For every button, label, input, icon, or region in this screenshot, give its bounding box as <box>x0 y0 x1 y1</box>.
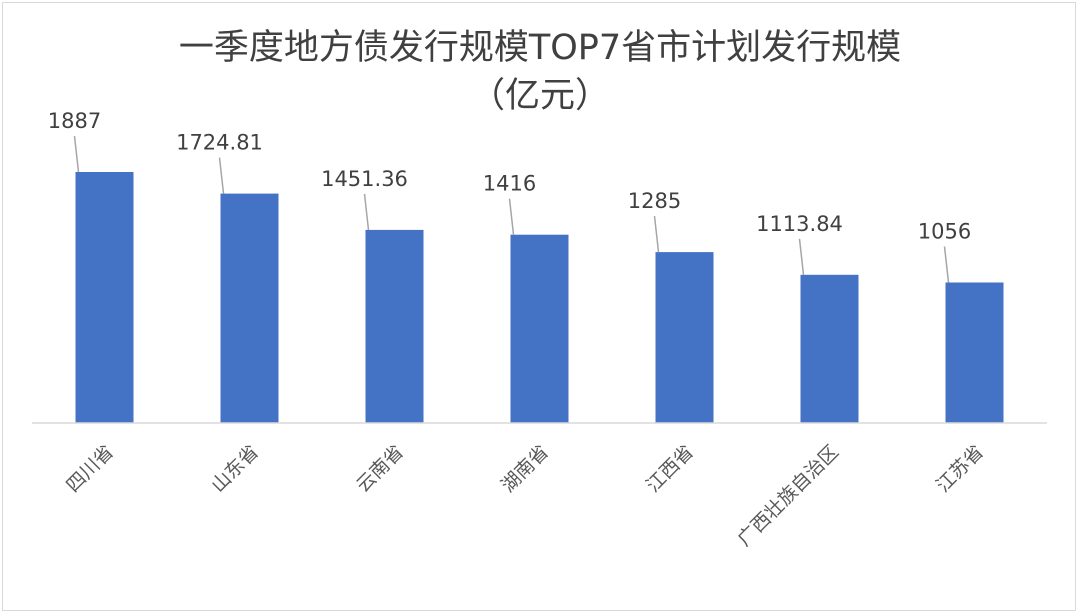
data-label-1: 1887 <box>48 109 101 133</box>
leader-line-5 <box>653 216 660 253</box>
bar-6 <box>800 274 859 423</box>
chart-title: 一季度地方债发行规模TOP7省市计划发行规模 <box>178 28 902 68</box>
bar-1 <box>75 172 134 423</box>
x-tick-labels-layer: 四川省 山东省 云南省 湖南省 江西省 广西壮族自治区 江苏省 <box>62 441 988 551</box>
x-tick-label-5: 江西省 <box>642 441 698 497</box>
leader-line-4 <box>508 198 515 235</box>
data-label-7: 1056 <box>918 220 971 244</box>
bars-layer <box>75 172 1004 423</box>
leader-line-7 <box>943 246 950 283</box>
leader-line-2 <box>218 157 225 194</box>
x-tick-label-4: 湖南省 <box>497 441 553 497</box>
x-tick-label-7: 江苏省 <box>932 441 988 497</box>
bar-7 <box>945 282 1004 423</box>
leader-line-6 <box>798 238 805 275</box>
leader-line-1 <box>73 135 80 173</box>
data-label-6: 1113.84 <box>756 212 843 236</box>
bar-3 <box>365 229 424 423</box>
chart-title-unit: （亿元） <box>469 76 610 116</box>
x-tick-label-3: 云南省 <box>352 441 408 497</box>
leader-line-3 <box>363 193 370 230</box>
x-tick-label-2: 山东省 <box>207 441 263 497</box>
x-tick-label-1: 四川省 <box>62 441 118 497</box>
data-label-4: 1416 <box>483 172 536 196</box>
data-label-2: 1724.81 <box>176 131 263 155</box>
data-label-5: 1285 <box>628 189 681 213</box>
data-label-3: 1451.36 <box>321 167 408 191</box>
x-tick-label-6: 广西壮族自治区 <box>733 441 843 551</box>
bar-5 <box>655 252 714 423</box>
leader-lines-layer <box>73 135 950 283</box>
data-labels-layer: 1887 1724.81 1451.36 1416 1285 1113.84 1056 <box>48 109 971 244</box>
bar-2 <box>220 193 279 423</box>
bar-4 <box>510 234 569 423</box>
